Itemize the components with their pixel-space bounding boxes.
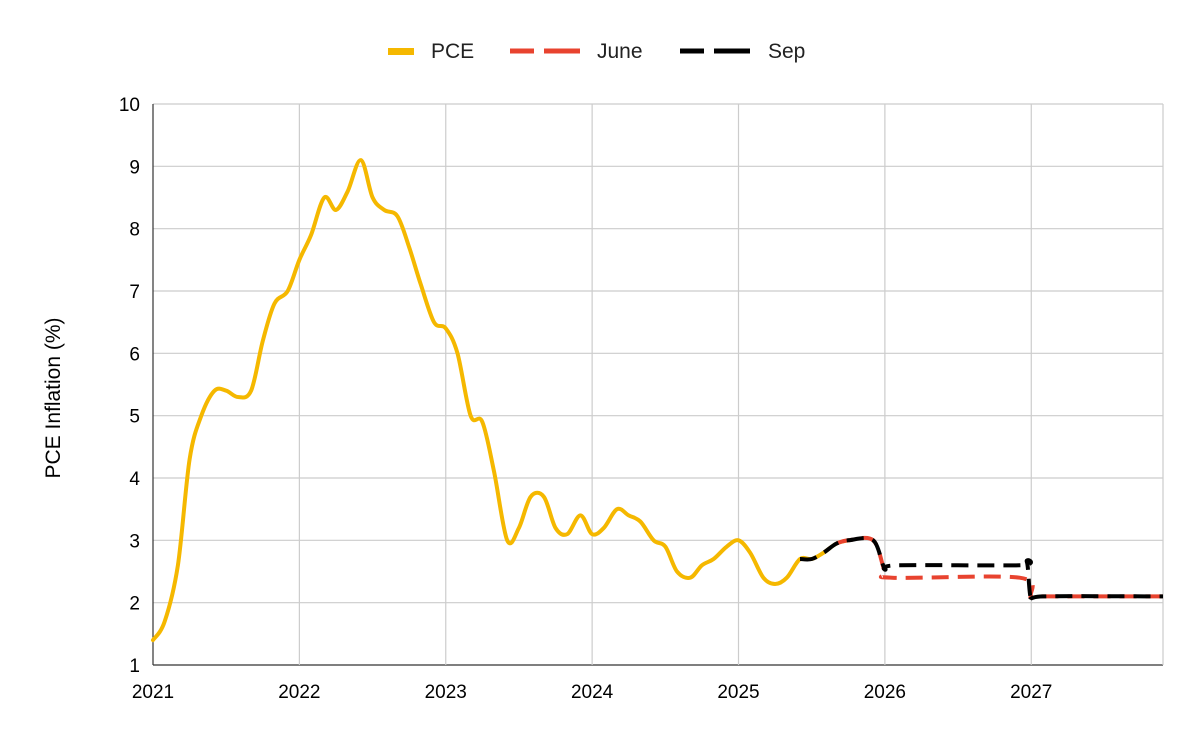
x-tick-label: 2022 [278, 682, 320, 703]
y-tick-label: 9 [129, 157, 140, 178]
x-tick-label: 2024 [571, 682, 614, 703]
series-lines [151, 158, 1164, 643]
y-tick-label: 4 [129, 469, 140, 490]
x-tick-label: 2027 [1010, 682, 1052, 703]
grid [152, 103, 1164, 666]
y-tick-label: 7 [129, 282, 140, 303]
y-tick-label: 8 [129, 220, 140, 241]
legend-label: June [597, 40, 643, 63]
legend-item-pce: PCE [388, 40, 474, 63]
series-line-sep [799, 536, 1164, 604]
legend-label: Sep [768, 40, 805, 63]
x-tick-label: 2021 [132, 682, 174, 703]
legend-swatch [388, 48, 414, 55]
y-tick-label: 6 [129, 344, 140, 365]
series-line-june [835, 535, 1163, 600]
series-line-pce [151, 158, 851, 643]
y-axis-title: PCE Inflation (%) [42, 317, 65, 478]
y-tick-labels: 1 2 3 4 5 6 7 8 9 10 [119, 95, 141, 677]
x-tick-label: 2026 [864, 682, 906, 703]
y-tick-label: 1 [129, 656, 140, 677]
x-tick-label: 2023 [425, 682, 467, 703]
y-tick-label: 2 [129, 594, 140, 615]
legend: PCE June Sep [388, 40, 805, 63]
y-tick-label: 3 [129, 531, 140, 552]
y-tick-label: 10 [119, 95, 140, 116]
x-tick-labels: 2021 2022 2023 2024 2025 2026 2027 [132, 682, 1053, 703]
legend-item-sep: Sep [680, 40, 805, 63]
x-tick-label: 2025 [717, 682, 759, 703]
legend-label: PCE [431, 40, 474, 63]
y-tick-label: 5 [129, 407, 140, 428]
legend-item-june: June [510, 40, 643, 63]
